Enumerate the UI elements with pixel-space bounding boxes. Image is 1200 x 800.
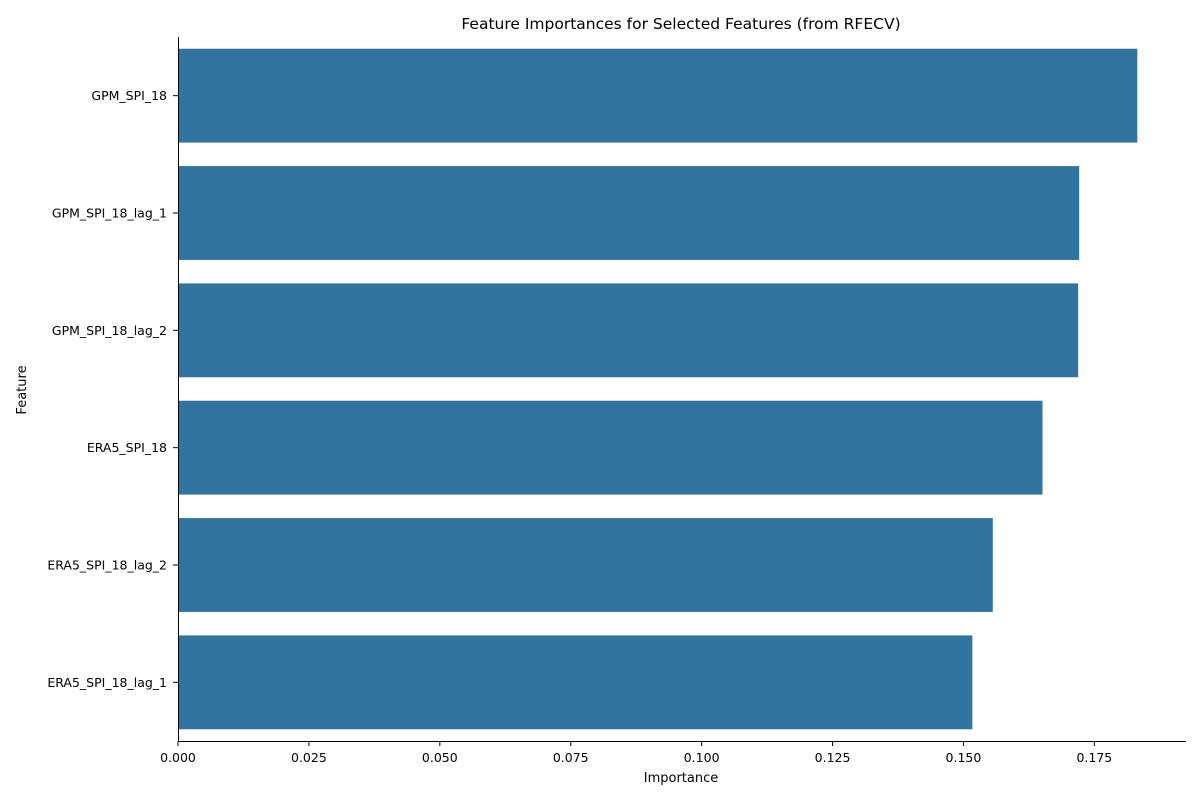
y-tick-label: ERA5_SPI_18_lag_1	[47, 675, 167, 690]
x-tick-label: 0.075	[553, 750, 589, 765]
bar	[178, 518, 993, 612]
x-axis-title: Importance	[644, 771, 719, 786]
x-tick-label: 0.050	[422, 750, 458, 765]
y-axis-ticks: GPM_SPI_18 GPM_SPI_18_lag_1 GPM_SPI_18_lag…	[47, 88, 178, 690]
x-tick-label: 0.125	[815, 750, 851, 765]
y-axis-title: Feature	[15, 365, 30, 414]
x-tick-label: 0.100	[684, 750, 720, 765]
bar	[178, 48, 1138, 143]
chart-title: Feature Importances for Selected Feature…	[461, 15, 900, 33]
bars-layer	[178, 48, 1138, 730]
x-tick-label: 0.025	[291, 750, 327, 765]
bar	[178, 400, 1043, 495]
y-tick-label: ERA5_SPI_18_lag_2	[47, 558, 167, 573]
y-tick-label: GPM_SPI_18_lag_1	[52, 206, 167, 221]
x-tick-label: 0.150	[946, 750, 982, 765]
x-tick-label: 0.175	[1076, 750, 1112, 765]
y-tick-label: GPM_SPI_18	[91, 88, 167, 103]
x-tick-label: 0.000	[160, 750, 196, 765]
bar	[178, 166, 1080, 260]
x-axis-ticks: 0.000 0.025 0.050 0.075 0.100 0.125 0.150 0.175	[160, 741, 1112, 765]
y-tick-label: ERA5_SPI_18	[87, 440, 167, 455]
bar	[178, 283, 1079, 378]
bar	[178, 635, 973, 730]
y-tick-label: GPM_SPI_18_lag_2	[52, 323, 167, 338]
